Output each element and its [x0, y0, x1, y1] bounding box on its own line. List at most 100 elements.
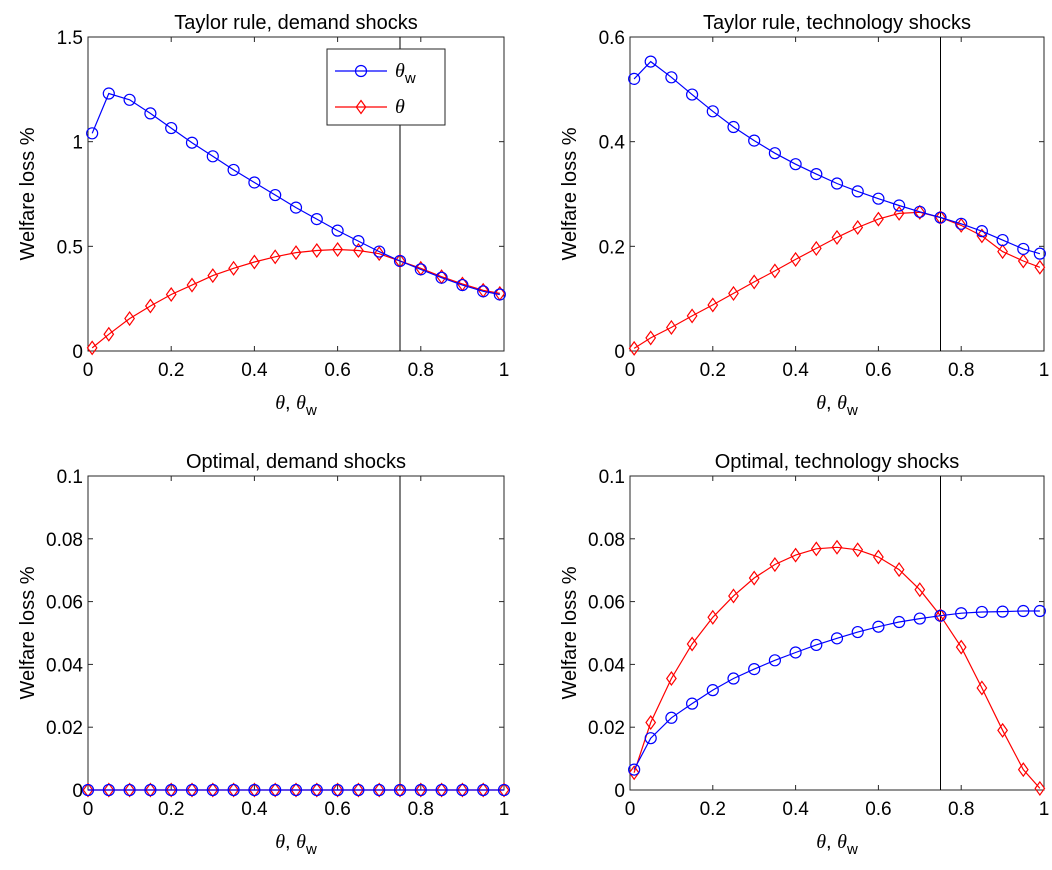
data-point-theta [124, 311, 136, 327]
y-axis-label: Welfare loss % [17, 127, 39, 260]
data-point-theta [852, 219, 864, 236]
data-point-theta [373, 782, 385, 798]
y-tick-label: 0.06 [46, 593, 83, 614]
chart-title: Optimal, demand shocks [186, 451, 406, 473]
data-point-theta [498, 782, 510, 798]
data-point-theta-w [289, 201, 303, 214]
data-point-theta-w [123, 783, 136, 797]
data-point-theta [124, 782, 136, 798]
data-point-theta-w [227, 783, 240, 797]
y-tick-label: 1 [72, 133, 83, 154]
y-tick-label: 0.04 [588, 655, 625, 676]
chart-title: Taylor rule, technology shocks [703, 12, 971, 34]
series-line-theta [633, 211, 1041, 349]
data-point-theta [332, 241, 344, 258]
data-point-theta [248, 782, 260, 798]
y-tick-label: 0.08 [588, 530, 625, 551]
data-point-theta [914, 204, 926, 220]
data-point-theta-w [934, 211, 947, 224]
data-point-theta [456, 782, 468, 798]
data-point-theta-w [872, 192, 885, 205]
data-point-theta-w [810, 168, 823, 181]
y-tick-label: 0.1 [599, 467, 625, 488]
data-point-theta-w [1017, 242, 1030, 256]
data-point-theta-w [665, 711, 678, 724]
data-point-theta [976, 228, 988, 244]
data-point-theta [893, 562, 905, 578]
y-tick-label: 0.5 [57, 237, 83, 258]
y-tick-label: 0.6 [599, 28, 625, 49]
y-tick-label: 0.1 [57, 467, 83, 488]
chart-panel-2: 0 0.2 0.4 0.6 0.8 1 0 0.2 0.4 0.6 Taylor rule, tec… [559, 12, 1049, 419]
data-point-theta [728, 285, 739, 301]
data-point-theta-w [331, 224, 344, 237]
legend-marker-diamond [355, 99, 367, 115]
data-point-theta-w [269, 783, 282, 797]
data-point-theta [852, 542, 864, 558]
series-line-theta [91, 248, 500, 349]
x-tick-label: 0 [83, 360, 94, 381]
data-point-theta-w [975, 605, 989, 619]
data-point-theta [207, 782, 219, 798]
series-line-theta [633, 546, 1041, 789]
y-tick-label: 0.4 [599, 133, 626, 154]
x-tick-label: 0.8 [948, 799, 974, 820]
data-point-theta [394, 782, 406, 798]
y-tick-label: 0.08 [46, 530, 83, 551]
data-point-theta [1034, 259, 1046, 275]
x-tick-label: 0.2 [158, 799, 184, 820]
data-point-theta [144, 298, 156, 314]
data-point-theta [872, 211, 884, 227]
x-tick-label: 0.8 [948, 360, 974, 381]
data-point-theta-w [493, 288, 506, 301]
x-tick-label: 0.8 [408, 360, 434, 381]
chart-panel-1: 0 0.2 0.4 0.6 0.8 1 0 0.5 1 1.5 Taylor rule, deman… [17, 12, 509, 419]
x-tick-label: 1 [499, 360, 510, 381]
data-point-theta-w [123, 93, 136, 106]
data-point-theta-w [913, 205, 926, 218]
data-point-theta-w [352, 235, 365, 248]
chart-panel-4: 0 0.2 0.4 0.6 0.8 1 0 0.02 0.04 0.06 0.08 0.1 Optima… [559, 451, 1049, 858]
data-point-theta [665, 671, 677, 687]
data-point-theta [686, 308, 698, 324]
x-tick-label: 0 [83, 799, 94, 820]
data-point-theta-w [477, 285, 490, 298]
data-point-theta-w [185, 136, 199, 149]
data-point-theta [748, 570, 760, 586]
data-point-theta-w [456, 278, 469, 292]
y-tick-label: 0 [614, 781, 625, 802]
data-point-theta-w [331, 783, 344, 797]
data-point-theta [665, 319, 677, 335]
y-axis-label: Welfare loss % [17, 566, 39, 699]
data-point-theta-w [185, 783, 199, 797]
data-point-theta [831, 229, 843, 245]
x-tick-label: 0.4 [241, 360, 268, 381]
y-tick-label: 0.02 [588, 718, 625, 739]
data-point-theta-w [206, 783, 219, 797]
x-tick-label: 0.6 [865, 799, 891, 820]
x-tick-label: 0.6 [324, 799, 350, 820]
data-point-theta-w [373, 783, 386, 797]
data-point-theta-w [706, 105, 719, 118]
data-point-theta-w [289, 783, 303, 797]
data-point-theta-w [414, 783, 427, 797]
legend-box [326, 48, 446, 126]
data-point-theta-w [144, 107, 157, 120]
data-point-theta-w [830, 632, 844, 645]
data-point-theta [207, 268, 219, 284]
y-tick-label: 0.04 [46, 655, 83, 676]
data-point-theta-w [165, 783, 178, 797]
data-point-theta-w [955, 217, 968, 230]
chart-title: Taylor rule, demand shocks [174, 12, 417, 34]
data-point-theta-w [1017, 604, 1030, 618]
data-point-theta [769, 263, 781, 279]
data-point-theta-w [227, 163, 240, 177]
data-point-theta-w [144, 783, 157, 797]
data-point-theta-w [706, 684, 719, 697]
data-point-theta [997, 244, 1009, 260]
chart-title: Optimal, technology shocks [715, 451, 960, 473]
data-point-theta [82, 782, 94, 798]
x-tick-label: 0.2 [700, 799, 726, 820]
data-point-theta [976, 680, 988, 696]
data-point-theta-w [665, 71, 678, 84]
